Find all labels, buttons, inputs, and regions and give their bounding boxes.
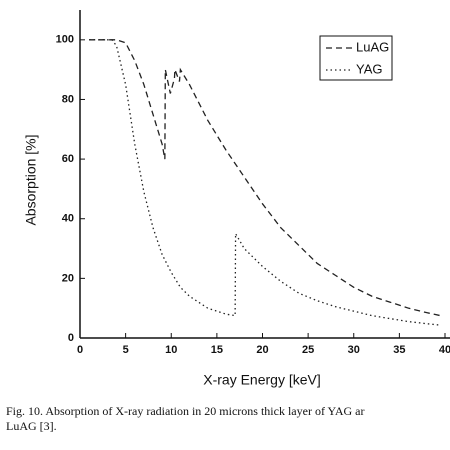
y-tick-label: 60	[62, 153, 74, 165]
y-tick-label: 40	[62, 213, 74, 225]
legend-box	[319, 35, 393, 81]
x-tick-label: 35	[393, 344, 405, 356]
line	[89, 39, 441, 317]
x-tick-label: 0	[77, 344, 83, 356]
caption: Fig. 10. Absorption of X-ray radiation i…	[6, 404, 365, 418]
x-tick-label: 10	[165, 344, 177, 356]
x-tick-label: 20	[256, 344, 268, 356]
y-tick-label: 0	[68, 332, 74, 344]
x-tick-label: 25	[302, 344, 314, 356]
line	[89, 39, 441, 326]
x-tick-label: 15	[211, 344, 223, 356]
x-tick-label: 5	[123, 344, 129, 356]
y-tick-label: 80	[62, 93, 74, 105]
legend-label: LuAG	[356, 39, 389, 54]
y-tick-label: 100	[56, 34, 74, 46]
caption: LuAG [3].	[6, 419, 57, 433]
x-tick-label: 40	[439, 344, 450, 356]
y-axis-label: Absorption [%]	[23, 134, 39, 225]
x-axis-label: X-ray Energy [keV]	[203, 372, 321, 388]
x-tick-label: 30	[348, 344, 360, 356]
legend-label: YAG	[356, 61, 383, 76]
y-tick-label: 20	[62, 272, 74, 284]
